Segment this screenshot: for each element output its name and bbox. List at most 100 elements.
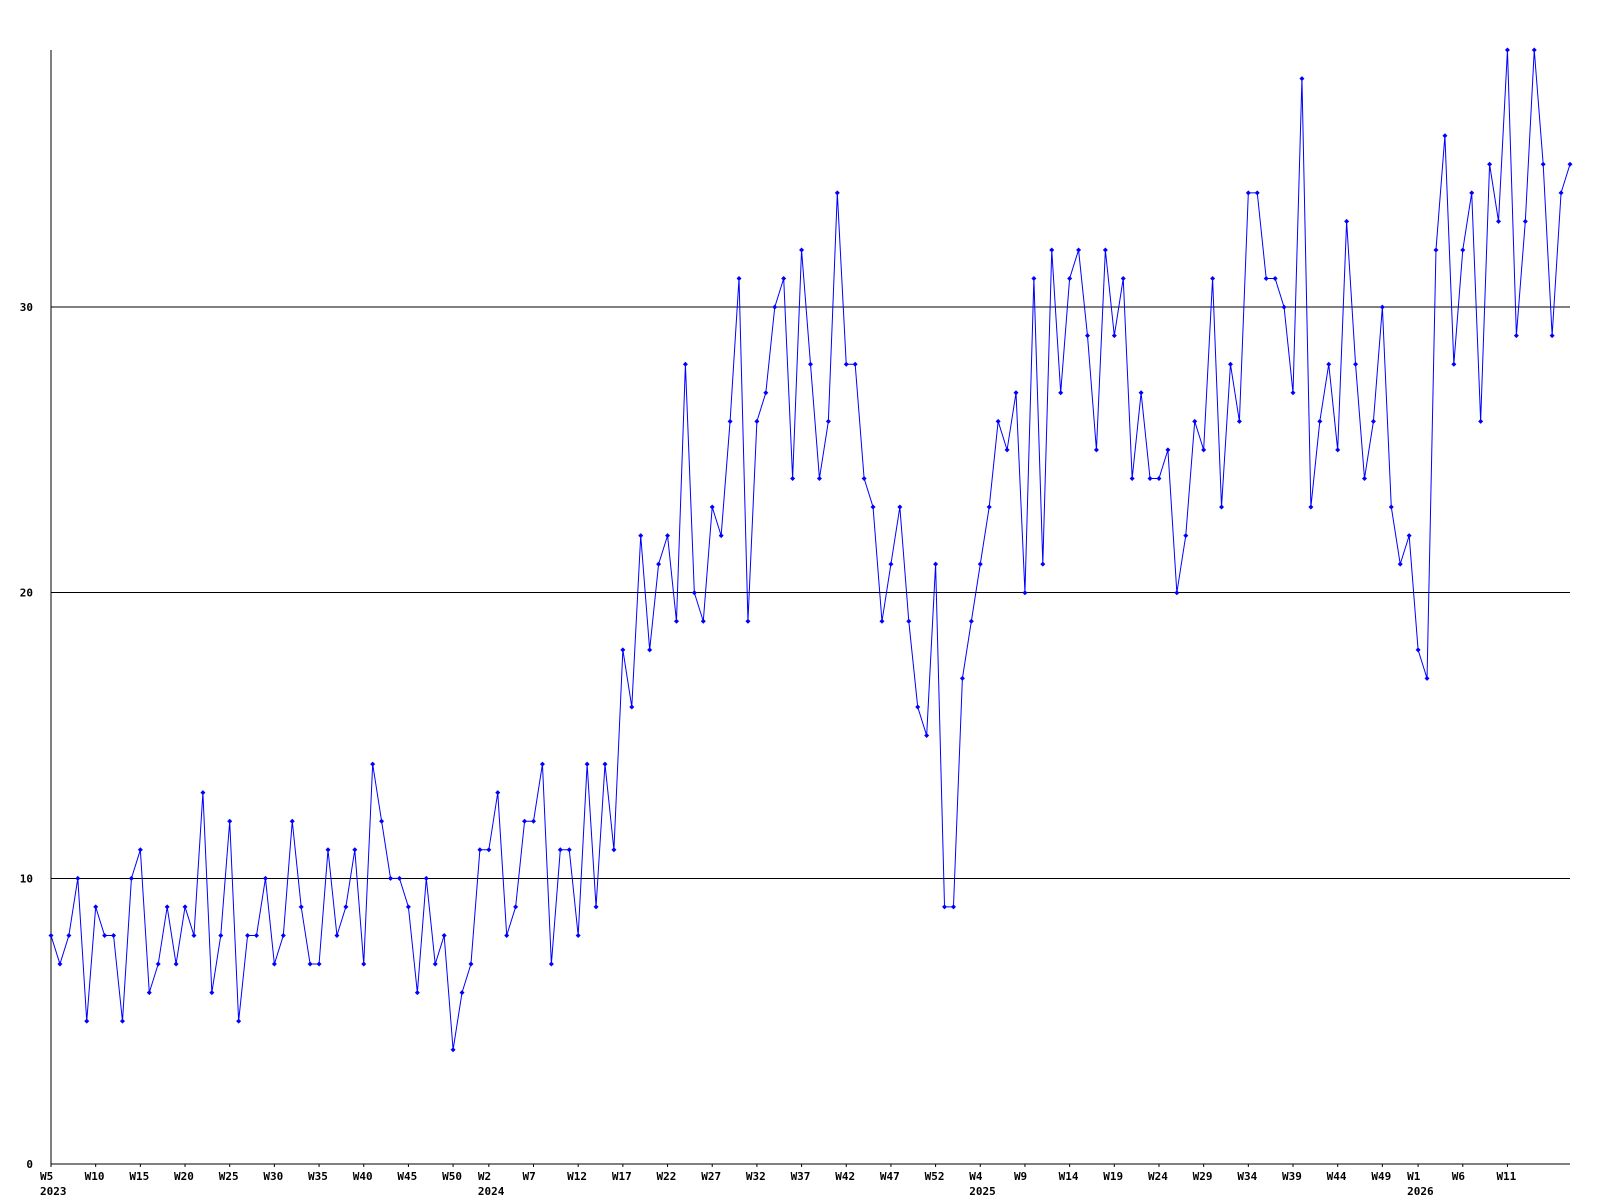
data-point [1326,361,1332,367]
data-point [656,561,662,567]
x-tick-label: W12 [567,1170,587,1183]
data-point [629,704,635,710]
data-point [1299,76,1305,82]
data-point [1406,533,1412,539]
data-point [66,932,72,938]
x-tick-label: W40 [353,1170,373,1183]
data-point [638,533,644,539]
data-point [1317,418,1323,424]
data-point [1004,447,1010,453]
data-point [557,847,563,853]
data-point [1370,418,1376,424]
data-point [1049,247,1055,253]
y-tick-label: 20 [20,587,33,600]
data-point [1156,475,1162,481]
data-point [57,961,63,967]
data-point [602,761,608,767]
data-point [763,390,769,396]
data-point [968,618,974,624]
x-tick-label: W49 [1371,1170,1391,1183]
data-point [825,418,831,424]
data-point [298,904,304,910]
data-point [1308,504,1314,510]
data-point [75,875,81,881]
data-point [522,818,528,824]
y-tick-label: 10 [20,872,33,885]
data-point [1111,333,1117,339]
data-point [1174,590,1180,596]
data-point [1120,276,1126,282]
x-tick-label: W24 [1148,1170,1168,1183]
data-point [745,618,751,624]
data-point [1219,504,1225,510]
x-tick-label: W22 [657,1170,677,1183]
data-point [834,190,840,196]
x-tick-label: W45 [397,1170,417,1183]
data-point [611,847,617,853]
data-point [218,932,224,938]
data-point [879,618,885,624]
data-point [504,932,510,938]
data-point [1344,218,1350,224]
axes [50,50,1570,1167]
data-point [1397,561,1403,567]
x-year-label: 2024 [478,1185,505,1198]
x-tick-label: W17 [612,1170,632,1183]
data-point [995,418,1001,424]
data-point [93,904,99,910]
data-point [1201,447,1207,453]
data-point [673,618,679,624]
data-point [665,533,671,539]
data-point [111,932,117,938]
data-point [1165,447,1171,453]
data-point [1504,47,1510,53]
data-point [209,990,215,996]
x-tick-label: W6 [1452,1170,1466,1183]
x-year-label: 2026 [1407,1185,1434,1198]
data-point [1192,418,1198,424]
data-point [1263,276,1269,282]
x-tick-label: W34 [1237,1170,1257,1183]
data-point [772,304,778,310]
data-point [1353,361,1359,367]
data-point [1138,390,1144,396]
x-tick-label: W44 [1327,1170,1347,1183]
data-point [897,504,903,510]
data-point [405,904,411,910]
data-point [307,961,313,967]
x-tick-label: W42 [835,1170,855,1183]
data-point [102,932,108,938]
data-point [924,733,930,739]
data-point [48,932,54,938]
data-point [727,418,733,424]
data-point [754,418,760,424]
data-point [620,647,626,653]
data-point [379,818,385,824]
data-point [423,875,429,881]
data-point [1084,333,1090,339]
data-point [1272,276,1278,282]
data-point [1210,276,1216,282]
x-tick-label: W5 [40,1170,53,1183]
data-point [1522,218,1528,224]
x-tick-labels: W5 2023 W10 W15 W20 W25 W30 W35 W40 W45 W50 W2 2024 W… [40,1170,1517,1198]
data-point [84,1018,90,1024]
data-point [128,875,134,881]
x-tick-label: W11 [1496,1170,1516,1183]
data-point [888,561,894,567]
data-point [1540,161,1546,167]
data-point [245,932,251,938]
y-tick-labels: 0 10 20 30 [20,301,33,1171]
data-point [182,904,188,910]
data-point [254,932,260,938]
data-point [1424,675,1430,681]
data-point [137,847,143,853]
data-point [352,847,358,853]
data-point [566,847,572,853]
x-year-label: 2023 [40,1185,67,1198]
x-tick-label: W52 [925,1170,945,1183]
data-point [370,761,376,767]
x-tick-label: W2 [478,1170,491,1183]
data-point [1442,133,1448,139]
gridlines [51,306,1570,879]
